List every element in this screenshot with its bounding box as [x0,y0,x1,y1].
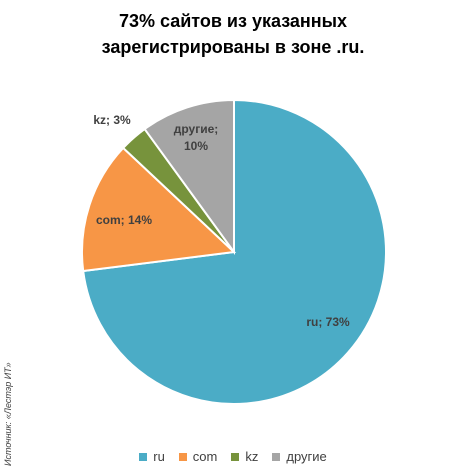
legend-item-другие: другие [272,449,327,464]
legend-swatch-kz [231,452,240,461]
data-label-другие: другие; 10% [174,122,219,153]
data-label-kz: kz; 3% [93,113,131,127]
legend-label-другие: другие [286,449,327,464]
data-label-ru: ru; 73% [306,315,350,329]
pie-slice-com [81,146,237,273]
legend-label-ru: ru [153,449,165,464]
legend-swatch-com [178,452,187,461]
chart-title-line-2: зарегистрированы в зоне .ru. [101,37,365,57]
legend-item-com: com [178,449,218,464]
data-label-com: com; 14% [96,213,152,227]
legend-item-ru: ru [139,449,165,464]
chart-title-line-1: 73% сайтов из указанных [118,11,348,31]
chart-legend: ru com kz другие [0,449,466,464]
legend-label-com: com [192,449,218,464]
chart-title: 73% сайтов из указанных зарегистрированы… [0,8,466,60]
legend-item-kz: kz [231,449,258,464]
legend-swatch-ru [139,452,148,461]
pie-slice-другие [143,98,235,256]
legend-label-kz: kz [245,449,259,464]
legend-swatch-другие [272,452,281,461]
source-note: Источник: «Лестэр ИТ» [3,362,13,466]
